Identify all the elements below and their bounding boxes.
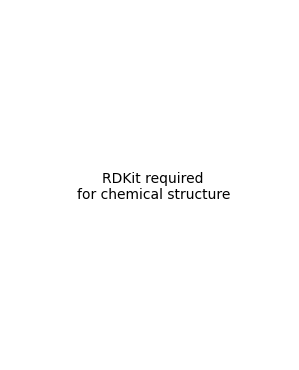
Text: RDKit required
for chemical structure: RDKit required for chemical structure (77, 172, 230, 202)
